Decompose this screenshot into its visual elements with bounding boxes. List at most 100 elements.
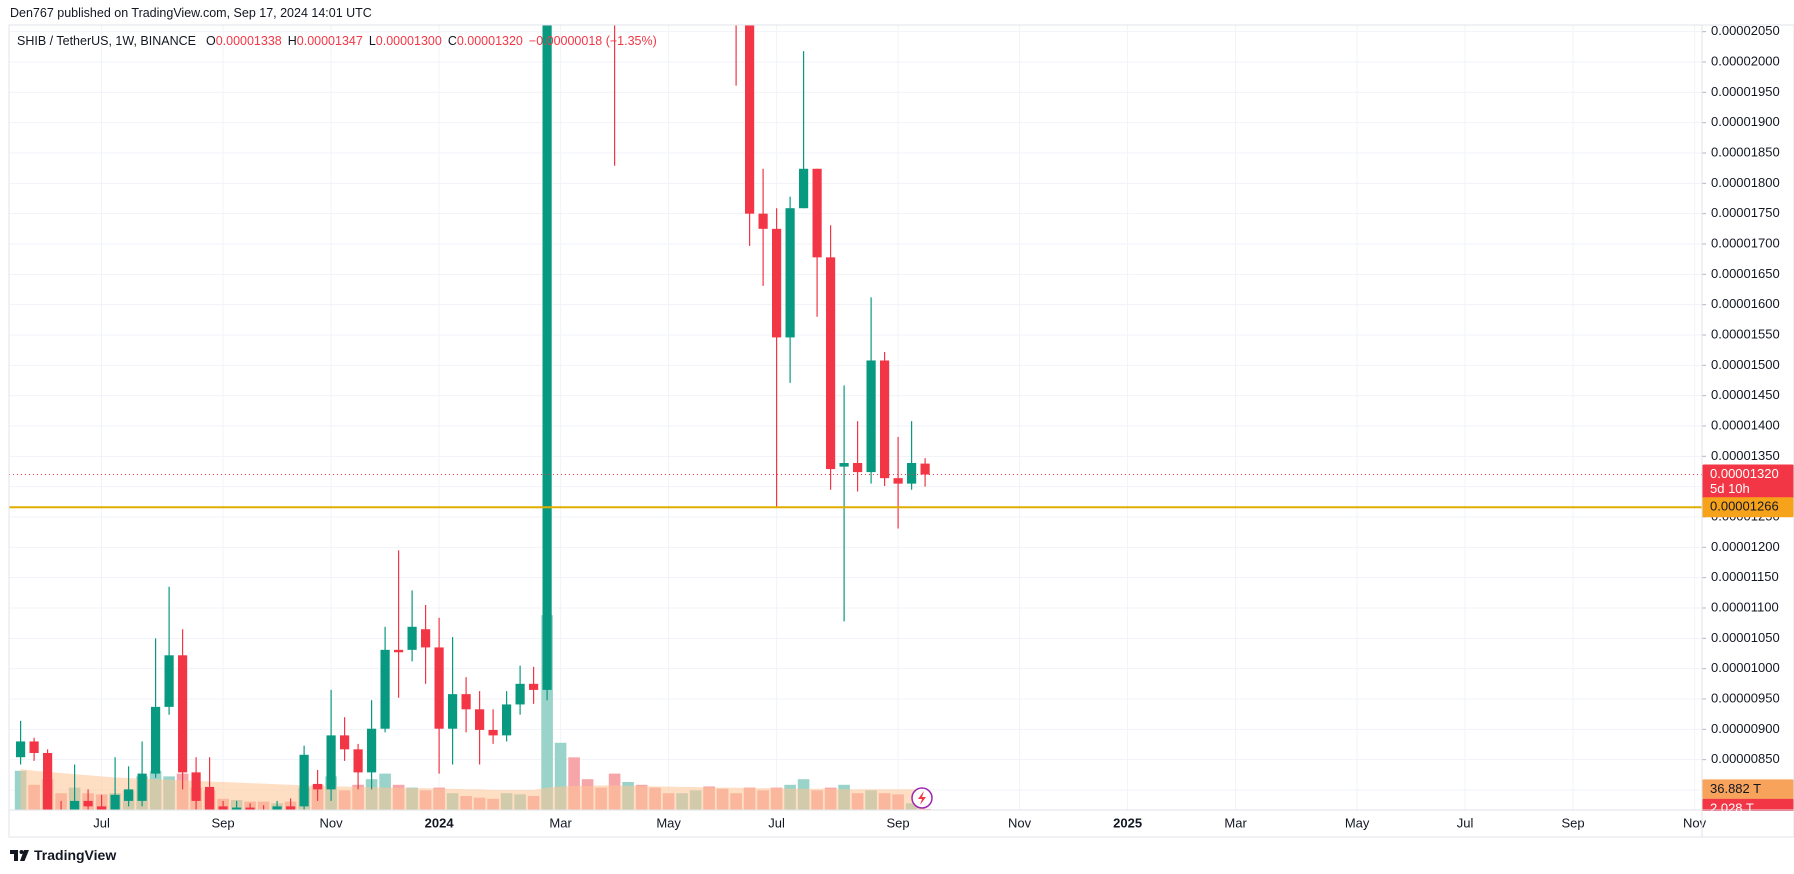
- candle-body: [272, 806, 282, 810]
- x-tick-label: May: [656, 815, 681, 830]
- y-tick-label: 0.00001600: [1711, 296, 1780, 311]
- x-tick-label: Jul: [1457, 815, 1474, 830]
- alert-icon[interactable]: [911, 787, 933, 809]
- y-tick-label: 0.00001550: [1711, 326, 1780, 341]
- candle-body: [124, 789, 134, 801]
- x-tick-label: 2024: [425, 815, 455, 830]
- candle-body: [29, 741, 39, 753]
- time-axis: Jul Sep Nov 2024 Mar May Jul Sep Nov 2025 Mar May Ju…: [93, 815, 1706, 830]
- candle-body: [542, 25, 552, 690]
- y-tick-label: 0.00001400: [1711, 417, 1780, 432]
- candle-body: [488, 729, 498, 736]
- candle-body: [799, 168, 809, 209]
- level-label: 0.00001266: [1710, 499, 1779, 514]
- published-note: Den767 published on TradingView.com, Sep…: [10, 6, 372, 20]
- candle-body: [178, 655, 188, 773]
- y-tick-label: 0.00001050: [1711, 630, 1780, 645]
- candle-body: [745, 25, 755, 214]
- y-tick-label: 0.00001450: [1711, 387, 1780, 402]
- y-tick-label: 0.00001350: [1711, 448, 1780, 463]
- y-tick-label: 0.00001900: [1711, 114, 1780, 129]
- x-tick-label: Jul: [768, 815, 785, 830]
- last-price-box: [1702, 464, 1794, 499]
- volume-bar: [568, 757, 580, 810]
- candle-body: [232, 807, 242, 810]
- candle-body: [97, 806, 107, 810]
- candle-body: [434, 647, 444, 729]
- brand-logo: [10, 850, 29, 861]
- logo-part: [20, 850, 29, 861]
- plot-area: [9, 25, 1702, 810]
- y-tick-label: 0.00001150: [1711, 569, 1779, 584]
- candle-body: [502, 704, 512, 736]
- y-tick-label: 0.00002000: [1711, 53, 1780, 68]
- candle-body: [164, 655, 174, 707]
- candle-body: [785, 208, 795, 338]
- y-tick-label: 0.00002050: [1711, 23, 1780, 38]
- volume-ma-area: [20, 769, 926, 810]
- legend-value: 0.00001338: [215, 34, 282, 48]
- x-tick-label: Mar: [549, 815, 572, 830]
- candle-body: [326, 735, 336, 790]
- y-tick-label: 0.00000950: [1711, 690, 1780, 705]
- candle-body: [367, 728, 377, 773]
- candle-body: [137, 773, 147, 801]
- level-box: [1702, 497, 1794, 518]
- y-tick-label: 0.00001950: [1711, 84, 1780, 99]
- y-tick-label: 0.00001750: [1711, 205, 1780, 220]
- price-axis: 0.000008000.000008500.000009000.00000950…: [1702, 23, 1780, 796]
- y-tick-label: 0.00001000: [1711, 660, 1780, 675]
- candle-body: [475, 709, 485, 730]
- y-tick-label: 0.00001200: [1711, 539, 1780, 554]
- volume-bar: [554, 742, 567, 810]
- candle-body: [353, 749, 363, 773]
- candle-body: [529, 683, 539, 690]
- legend-key: C: [447, 34, 457, 48]
- legend-key: L: [368, 34, 376, 48]
- candle-body: [299, 754, 309, 807]
- y-tick-label: 0.00000900: [1711, 721, 1780, 736]
- countdown-label: 5d 10h: [1710, 481, 1750, 496]
- candle-body: [461, 694, 471, 710]
- candle-body: [421, 629, 431, 648]
- candle-body: [151, 706, 161, 774]
- candle-body: [110, 794, 120, 810]
- candle-body: [340, 735, 350, 750]
- candle-body: [16, 741, 26, 758]
- logo-part: [14, 850, 18, 861]
- chart-frame: [8, 24, 1794, 838]
- legend-value: 0.00001320: [456, 34, 523, 48]
- legend-change: −0.00000018 (−1.35%): [528, 34, 657, 48]
- candle-body: [191, 772, 201, 801]
- grid: [9, 25, 1702, 810]
- x-tick-label: Nov: [1683, 815, 1707, 830]
- volume-bar: [541, 615, 553, 810]
- candle-body: [394, 649, 404, 653]
- alert-icon-bolt[interactable]: [918, 791, 926, 805]
- x-tick-label: Sep: [887, 815, 910, 830]
- candle-body: [515, 683, 525, 705]
- volume-label: 2.028 T: [1710, 800, 1754, 815]
- x-tick-label: Mar: [1224, 815, 1247, 830]
- candle-body: [920, 463, 930, 475]
- candle-body: [313, 783, 323, 790]
- candle-body: [812, 168, 822, 258]
- last-price-label: 0.00001320: [1710, 466, 1779, 481]
- candle-body: [826, 257, 836, 470]
- candle-body: [907, 462, 917, 484]
- legend-key: H: [287, 34, 297, 48]
- candle-body: [893, 478, 903, 484]
- y-tick-label: 0.00001850: [1711, 144, 1780, 159]
- candle-body: [839, 462, 849, 467]
- candle-body: [772, 228, 782, 338]
- legend-key: O: [205, 34, 216, 48]
- x-tick-label: May: [1345, 815, 1370, 830]
- volume-ma-box: [1702, 779, 1794, 800]
- candle-body: [83, 800, 93, 807]
- y-tick-label: 0.00001650: [1711, 266, 1780, 281]
- legend-value: 0.00001347: [296, 34, 363, 48]
- brand-name: TradingView: [34, 847, 117, 863]
